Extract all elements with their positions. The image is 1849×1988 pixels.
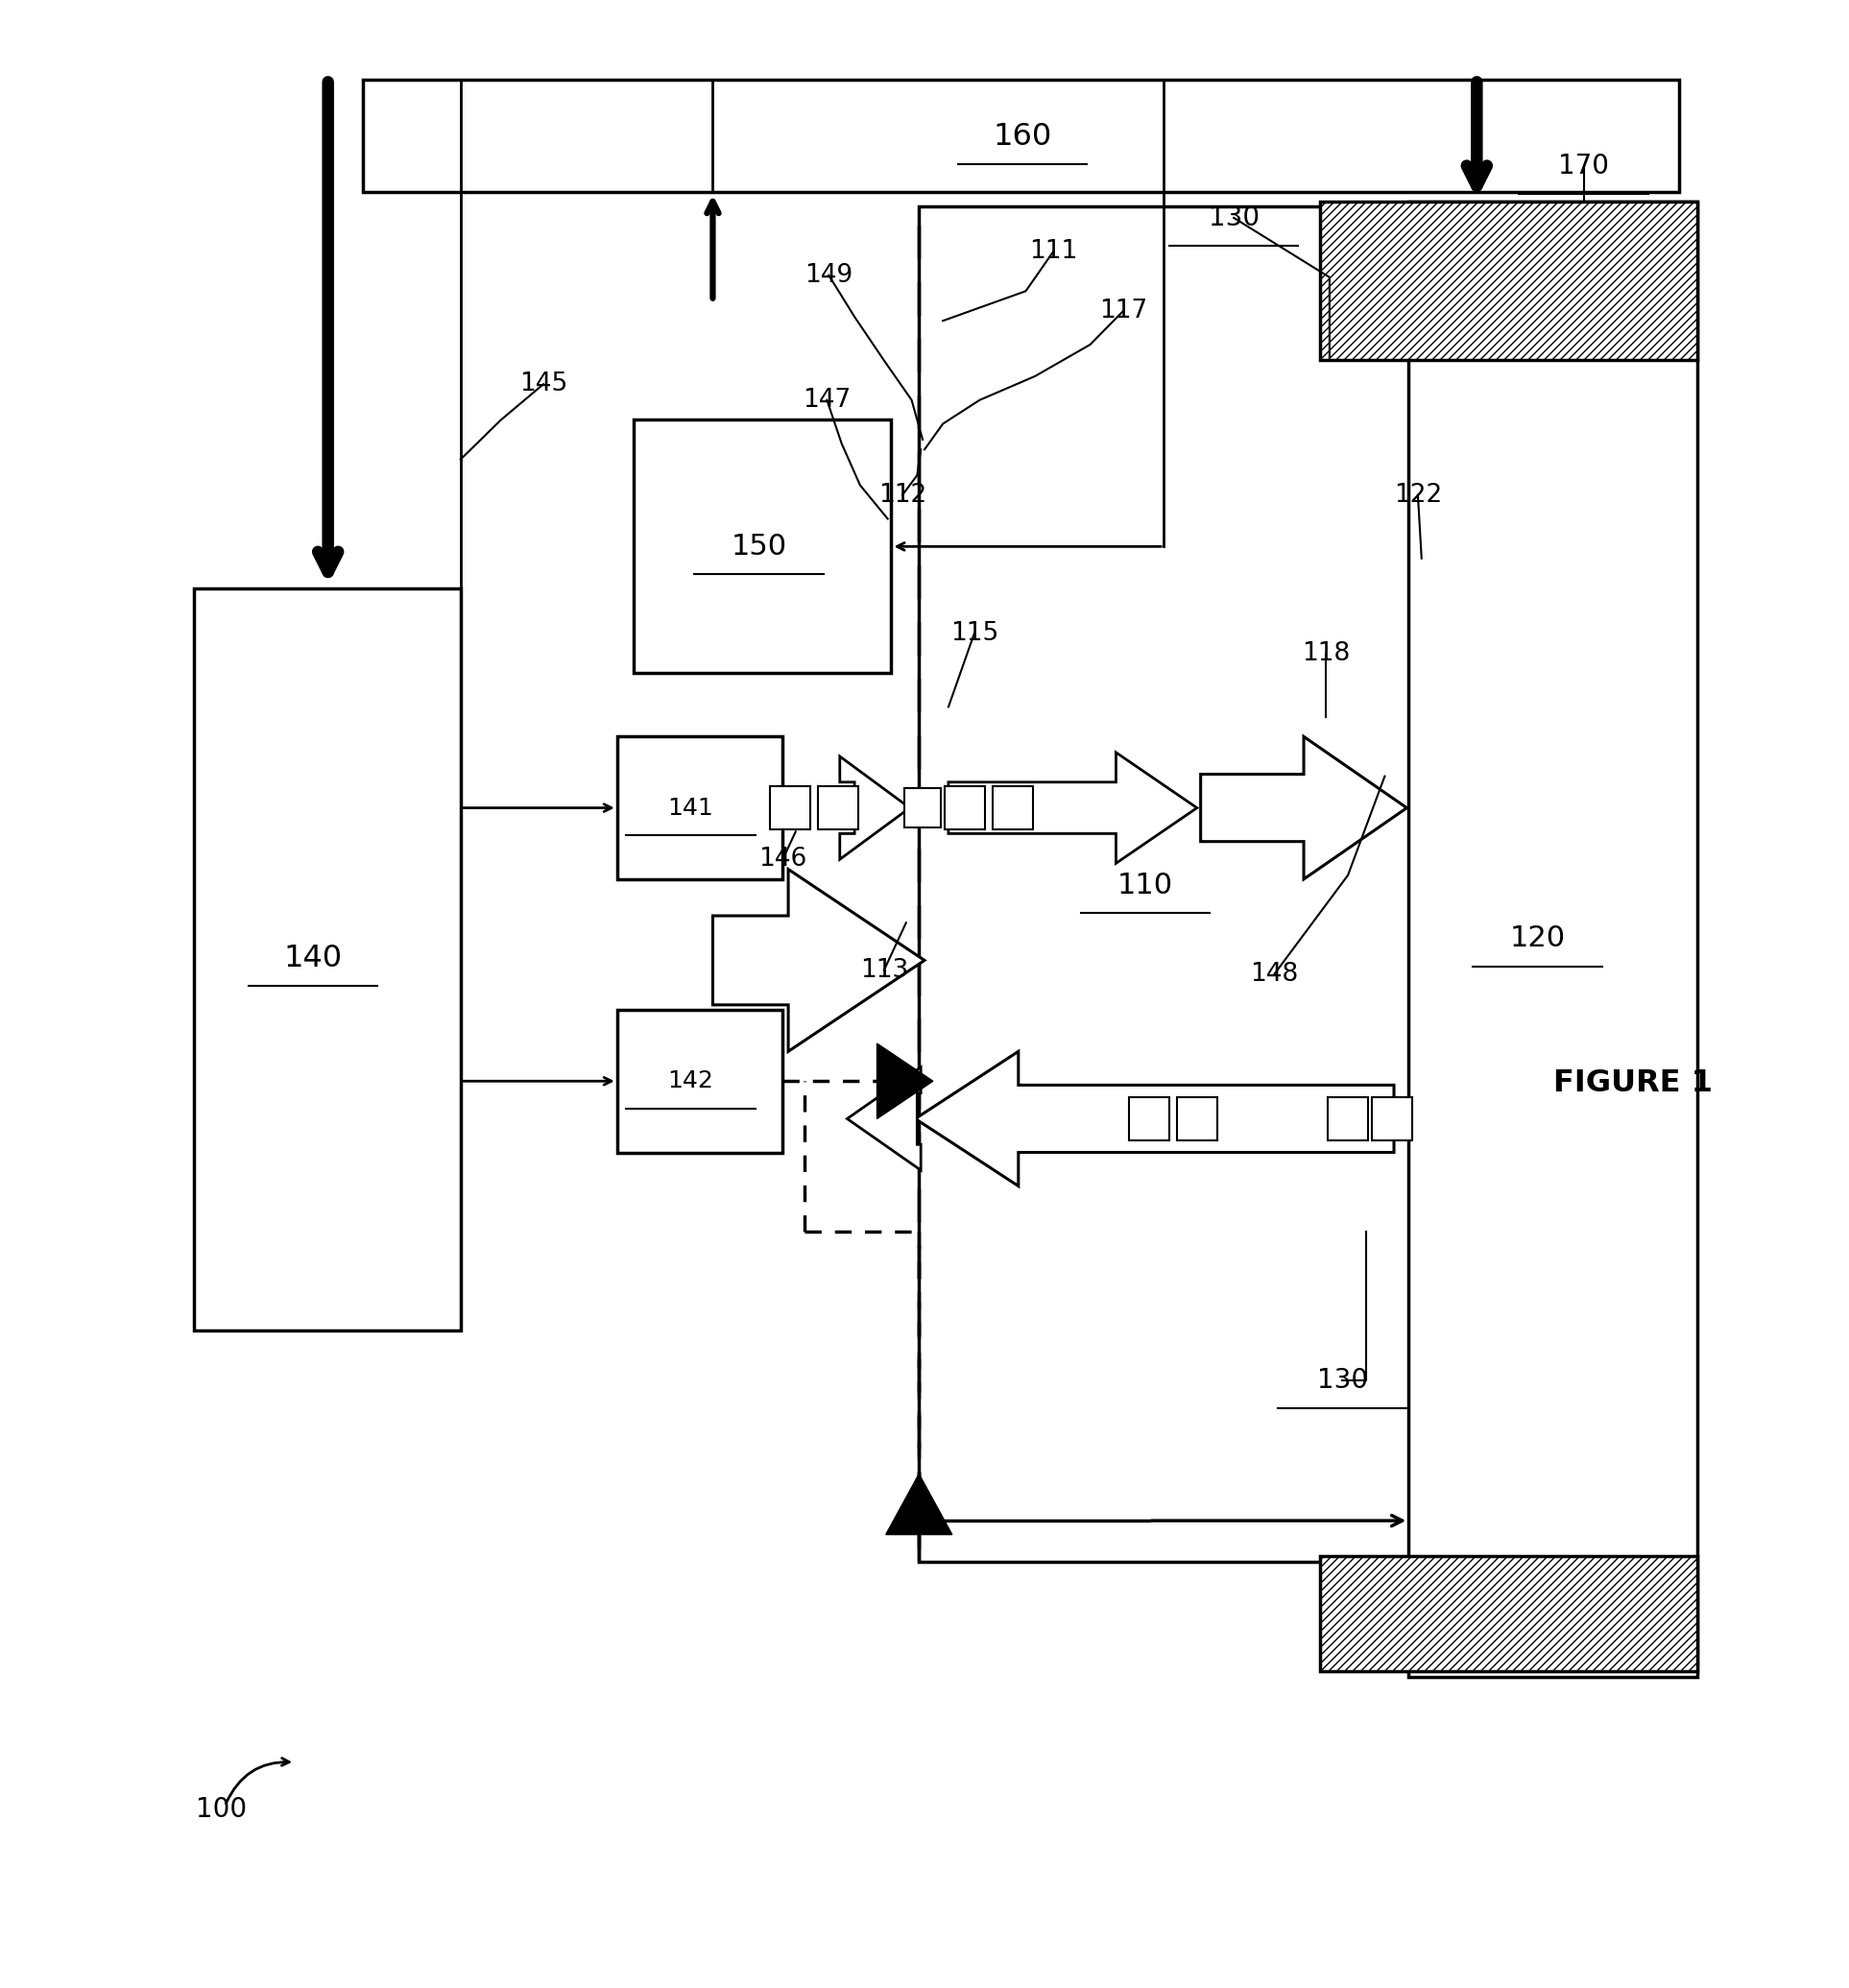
Bar [904, 787, 941, 827]
Bar [769, 785, 810, 829]
Text: 142: 142 [667, 1070, 714, 1093]
Text: 150: 150 [730, 533, 786, 561]
Text: 110: 110 [1117, 871, 1174, 899]
Text: 145: 145 [520, 372, 568, 398]
Bar [817, 785, 858, 829]
Bar [945, 785, 986, 829]
Bar [634, 419, 891, 674]
FancyArrow shape [847, 1068, 921, 1171]
Text: 147: 147 [802, 388, 851, 412]
Polygon shape [886, 1473, 952, 1535]
Bar [1130, 1097, 1169, 1141]
Text: 115: 115 [950, 620, 998, 646]
Text: 120: 120 [1509, 924, 1566, 952]
Bar [1328, 1097, 1368, 1141]
Text: 148: 148 [1250, 962, 1298, 986]
Text: 130: 130 [1316, 1366, 1368, 1394]
Bar [993, 785, 1034, 829]
Bar [1320, 203, 1697, 360]
FancyArrow shape [712, 869, 924, 1052]
Bar [1320, 1557, 1697, 1672]
Text: 170: 170 [1559, 153, 1609, 179]
Bar [1409, 203, 1697, 1678]
Text: 112: 112 [878, 483, 926, 507]
Bar [618, 1010, 782, 1153]
Text: 149: 149 [804, 262, 852, 288]
Bar [618, 738, 782, 879]
Text: 146: 146 [758, 847, 806, 873]
Bar [919, 207, 1420, 1563]
Text: 130: 130 [1207, 205, 1259, 231]
Text: 113: 113 [860, 958, 908, 982]
FancyArrow shape [949, 751, 1196, 863]
Bar [362, 80, 1679, 193]
Text: 140: 140 [285, 944, 342, 974]
Text: 141: 141 [667, 797, 714, 819]
Text: 160: 160 [993, 121, 1052, 151]
FancyArrow shape [1200, 738, 1407, 879]
Polygon shape [876, 1044, 934, 1119]
Text: 122: 122 [1394, 483, 1442, 507]
Bar [1372, 1097, 1413, 1141]
Text: 117: 117 [1098, 298, 1148, 324]
Text: FIGURE 1: FIGURE 1 [1553, 1068, 1712, 1097]
FancyArrow shape [915, 1052, 1394, 1187]
Text: 111: 111 [1030, 239, 1078, 264]
Text: 118: 118 [1302, 640, 1350, 666]
Bar [1176, 1097, 1217, 1141]
Text: 100: 100 [196, 1797, 246, 1823]
FancyArrow shape [839, 755, 910, 859]
Bar [194, 588, 460, 1330]
